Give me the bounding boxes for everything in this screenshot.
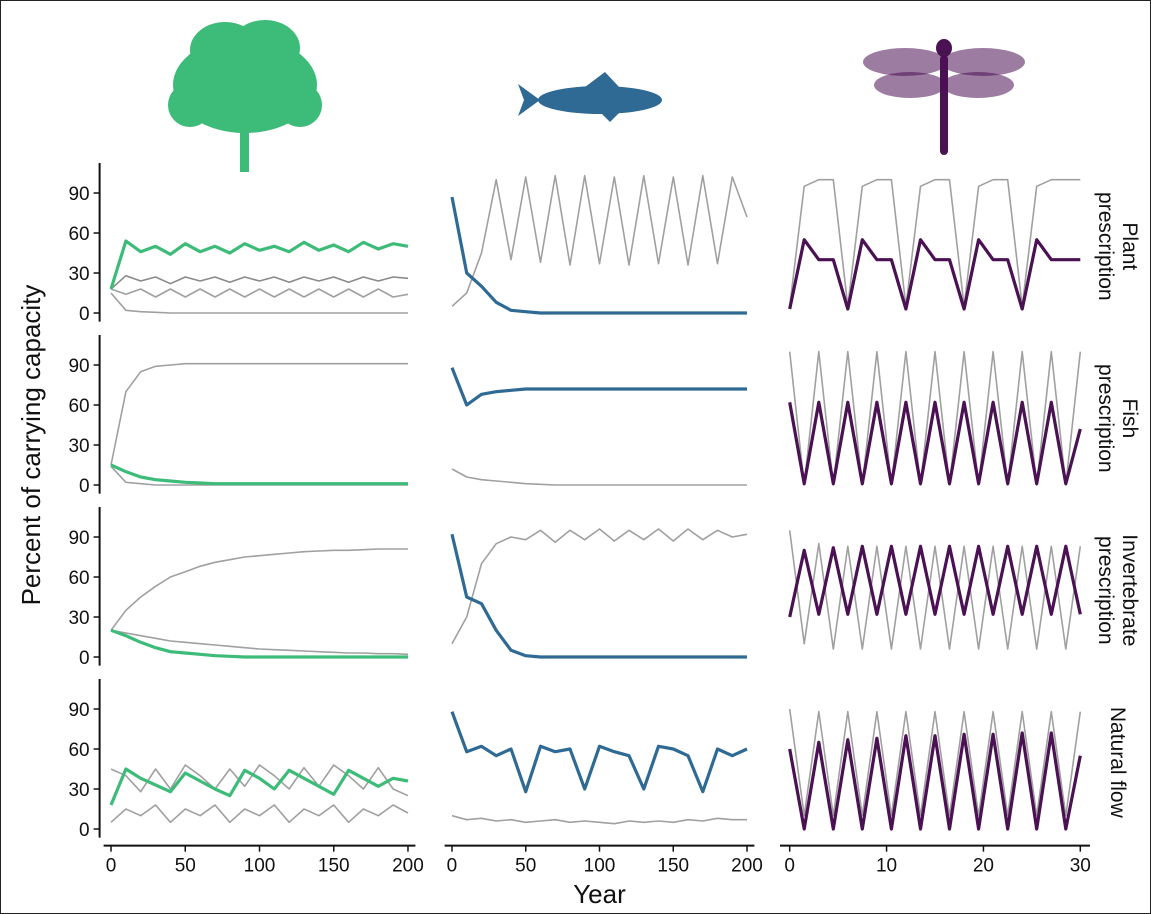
y-tick-label: 90 [68,356,89,377]
row-label-line: Plant [1118,222,1141,270]
y-tick-label: 0 [79,476,90,497]
series-line [110,292,408,314]
series-line [110,628,408,659]
series-line [110,288,409,298]
x-axis-label: Year [573,879,626,909]
x-tick-label: 0 [106,856,117,877]
row-label-line: Natural flow [1106,707,1129,819]
x-tick-label: 150 [318,856,350,877]
series-line [788,544,1082,618]
x-tick-label: 100 [244,856,276,877]
y-tick-label: 90 [68,528,89,549]
y-tick-label: 60 [68,396,89,417]
series-line [451,174,748,307]
x-tick-label: 30 [1070,856,1091,877]
series-line [110,463,408,486]
y-tick-label: 0 [79,648,90,669]
series-line [110,548,408,631]
dragonfly-icon [863,39,1025,155]
x-tick-label: 0 [784,856,795,877]
row-label-line: Fish [1118,398,1141,438]
y-axis-label: Percent of carrying capacity [16,285,46,606]
x-tick-label: 200 [392,856,424,877]
series-line [788,238,1081,311]
x-tick-label: 100 [584,856,616,877]
row-label-line: Invertebrate [1118,534,1141,646]
y-tick-label: 30 [68,780,89,801]
x-tick-label: 150 [657,856,689,877]
series-line [451,468,747,486]
row-label: Plantprescription [1094,192,1141,301]
y-tick-label: 90 [68,700,89,721]
y-tick-label: 0 [79,820,90,841]
x-tick-label: 10 [876,856,897,877]
series-line [450,711,748,794]
series-line [788,400,1082,486]
y-tick-label: 30 [68,608,89,629]
series-line [451,528,748,645]
row-label: Fishprescription [1094,364,1141,473]
series-line [450,367,747,407]
tree-icon [168,20,322,172]
y-tick-label: 60 [68,224,89,245]
series-line [110,274,409,290]
row-label: Invertebrateprescription [1094,534,1141,646]
row-label-line: prescription [1094,192,1117,301]
x-tick-label: 20 [973,856,994,877]
y-tick-label: 60 [68,568,89,589]
series-line [109,239,409,290]
y-tick-label: 0 [79,304,90,325]
y-tick-label: 30 [68,436,89,457]
fish-icon [518,72,662,122]
series-line [788,708,1082,817]
series-line [110,804,409,824]
series-line [788,731,1082,831]
x-tick-label: 200 [731,856,763,877]
row-label-line: prescription [1094,364,1117,473]
series-line [450,533,747,659]
series-line [110,764,409,797]
y-tick-label: 60 [68,740,89,761]
y-tick-label: 90 [68,184,89,205]
series-line [110,362,408,466]
row-label-line: prescription [1094,536,1117,645]
series-line [788,350,1082,486]
series-line [451,814,747,825]
series-line [109,767,409,806]
series-line [788,530,1082,650]
x-tick-label: 50 [515,856,536,877]
series-line [450,196,747,315]
row-label: Natural flow [1106,707,1129,819]
series-line [788,178,1081,308]
y-tick-label: 30 [68,264,89,285]
series-line [110,629,409,656]
x-tick-label: 50 [175,856,196,877]
x-tick-label: 0 [447,856,458,877]
